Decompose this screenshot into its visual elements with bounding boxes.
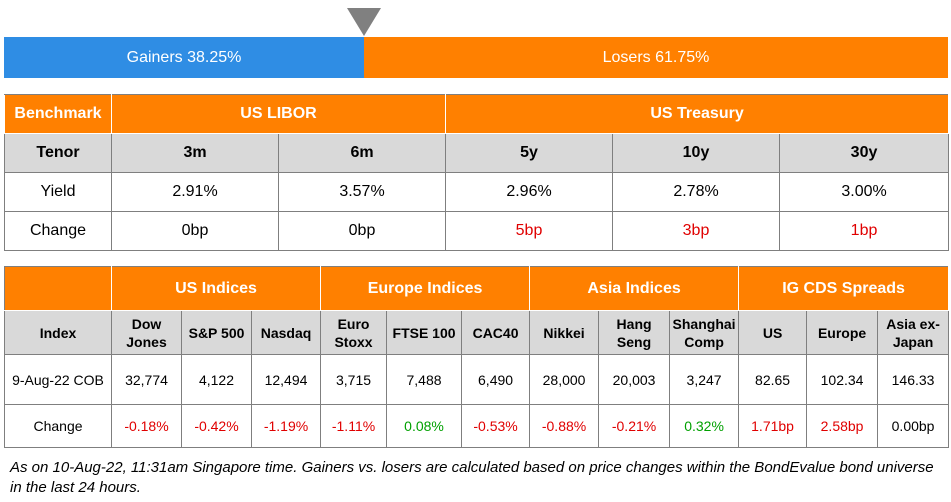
us-treasury-header: US Treasury: [445, 94, 950, 134]
change-cell: 0bp: [111, 211, 279, 251]
tenor-cell: 3m: [111, 133, 279, 173]
tenor-cell: 5y: [445, 133, 614, 173]
index-name: Shanghai Comp: [669, 310, 740, 355]
change-label: Change: [4, 404, 112, 448]
tenor-cell: 30y: [779, 133, 950, 173]
index-name: S&P 500: [181, 310, 252, 355]
yield-cell: 3.00%: [779, 172, 950, 212]
change-cell: 1bp: [779, 211, 950, 251]
index-value: 3,715: [320, 354, 388, 405]
index-label: Index: [4, 310, 112, 355]
index-name: Hang Seng: [598, 310, 671, 355]
us-indices-header: US Indices: [110, 266, 322, 311]
index-value: 6,490: [461, 354, 531, 405]
index-change: -0.21%: [598, 404, 671, 448]
index-change: -0.18%: [111, 404, 182, 448]
index-value: 4,122: [181, 354, 252, 405]
index-change: -0.42%: [181, 404, 252, 448]
change-cell: 3bp: [612, 211, 781, 251]
yield-cell: 2.91%: [111, 172, 279, 212]
index-name: Nikkei: [529, 310, 600, 355]
losers-label: Losers 61.75%: [602, 48, 710, 66]
us-libor-header: US LIBOR: [110, 94, 447, 134]
index-change: 0.08%: [386, 404, 463, 448]
tenor-label: Tenor: [4, 133, 112, 173]
ig-cds-spreads-header: IG CDS Spreads: [738, 266, 950, 311]
index-name: Asia ex- Japan: [877, 310, 950, 355]
index-name: US: [738, 310, 808, 355]
rates-table: Benchmark US LIBOR US Treasury Tenor 3m …: [4, 94, 950, 251]
index-name: Euro Stoxx: [320, 310, 388, 355]
yield-cell: 2.96%: [445, 172, 614, 212]
benchmark-header: Benchmark: [4, 94, 112, 134]
change-cell: 0bp: [277, 211, 447, 251]
gainers-losers-bar: Gainers 38.25% Losers 61.75%: [4, 37, 948, 78]
index-value: 146.33: [877, 354, 950, 405]
index-change: -1.11%: [320, 404, 388, 448]
change-label: Change: [4, 211, 112, 251]
yield-cell: 3.57%: [277, 172, 447, 212]
index-value: 32,774: [111, 354, 182, 405]
europe-indices-header: Europe Indices: [320, 266, 531, 311]
index-change: 0.00bp: [877, 404, 950, 448]
yield-cell: 2.78%: [612, 172, 781, 212]
index-value: 102.34: [806, 354, 879, 405]
index-value: 7,488: [386, 354, 463, 405]
index-value: 3,247: [669, 354, 740, 405]
index-change: -0.88%: [529, 404, 600, 448]
index-value: 20,003: [598, 354, 671, 405]
index-name: CAC40: [461, 310, 531, 355]
tenor-cell: 6m: [277, 133, 447, 173]
index-name: Dow Jones: [111, 310, 182, 355]
indices-table: US Indices Europe Indices Asia Indices I…: [4, 266, 950, 448]
gainers-segment: Gainers 38.25%: [4, 37, 364, 78]
losers-segment: Losers 61.75%: [364, 37, 948, 78]
tenor-cell: 10y: [612, 133, 781, 173]
index-value: 28,000: [529, 354, 600, 405]
index-value: 12,494: [250, 354, 322, 405]
index-change: -0.53%: [461, 404, 531, 448]
footnote: As on 10-Aug-22, 11:31am Singapore time.…: [10, 459, 934, 496]
index-name: Europe: [806, 310, 879, 355]
change-cell: 5bp: [445, 211, 614, 251]
index-change: -1.19%: [250, 404, 322, 448]
index-name: Nasdaq: [250, 310, 322, 355]
yield-label: Yield: [4, 172, 112, 212]
gainers-label: Gainers 38.25%: [126, 48, 242, 66]
asia-indices-header: Asia Indices: [529, 266, 740, 311]
date-label: 9-Aug-22 COB: [4, 354, 112, 405]
index-change: 0.32%: [669, 404, 740, 448]
index-change: 1.71bp: [738, 404, 808, 448]
index-value: 82.65: [738, 354, 808, 405]
gainers-losers-marker-icon: [347, 8, 381, 36]
index-name: FTSE 100: [386, 310, 463, 355]
index-change: 2.58bp: [806, 404, 879, 448]
